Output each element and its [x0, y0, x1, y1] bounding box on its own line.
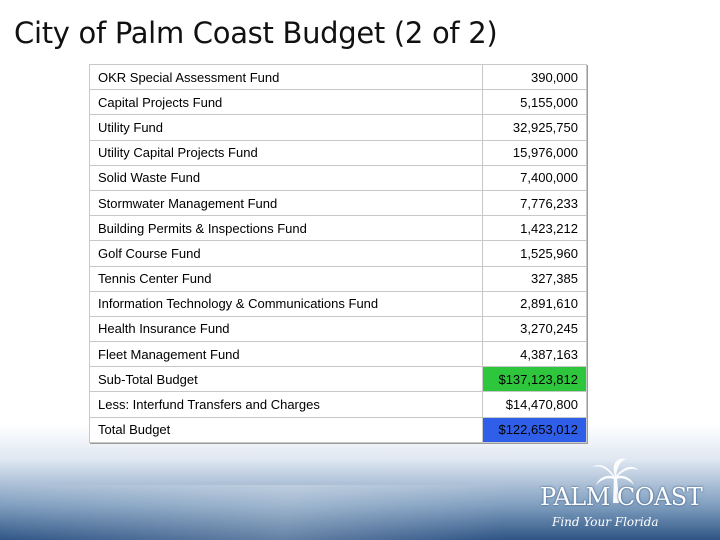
- fund-name: OKR Special Assessment Fund: [89, 63, 483, 91]
- logo-wordmark: PALM COAST: [540, 483, 703, 511]
- table-row: Building Permits & Inspections Fund 1,42…: [89, 215, 587, 242]
- fund-amount: 1,423,212: [482, 215, 587, 242]
- fund-amount: 32,925,750: [482, 114, 587, 141]
- transfers-row: Less: Interfund Transfers and Charges $1…: [89, 391, 587, 418]
- fund-name: Fleet Management Fund: [89, 341, 483, 368]
- table-row: Utility Capital Projects Fund 15,976,000: [89, 139, 587, 166]
- fund-name: Information Technology & Communications …: [89, 290, 483, 317]
- total-label: Total Budget: [89, 416, 483, 443]
- fund-name: Stormwater Management Fund: [89, 189, 483, 217]
- palm-coast-logo: PALM COAST Find Your Florida: [530, 455, 703, 535]
- table-row: Information Technology & Communications …: [89, 290, 587, 317]
- fund-amount: 1,525,960: [482, 240, 587, 267]
- fund-name: Tennis Center Fund: [89, 265, 483, 292]
- palm-tree-icon: [592, 458, 638, 503]
- fund-amount: 3,270,245: [482, 315, 587, 343]
- table-row: Stormwater Management Fund 7,776,233: [89, 189, 587, 217]
- table-row: Solid Waste Fund 7,400,000: [89, 164, 587, 191]
- table-row: Health Insurance Fund 3,270,245: [89, 315, 587, 343]
- fund-amount: 327,385: [482, 265, 587, 292]
- decorative-background-band: [0, 425, 720, 540]
- table-row: OKR Special Assessment Fund 390,000: [89, 63, 587, 91]
- total-row: Total Budget $122,653,012: [89, 416, 587, 443]
- table-row: Fleet Management Fund 4,387,163: [89, 341, 587, 368]
- page-title: City of Palm Coast Budget (2 of 2): [14, 16, 498, 50]
- fund-amount: 7,400,000: [482, 164, 587, 191]
- subtotal-row: Sub-Total Budget $137,123,812: [89, 366, 587, 393]
- fund-name: Utility Fund: [89, 114, 483, 141]
- fund-name: Building Permits & Inspections Fund: [89, 215, 483, 242]
- fund-amount: 4,387,163: [482, 341, 587, 368]
- fund-amount: 7,776,233: [482, 189, 587, 217]
- transfers-label: Less: Interfund Transfers and Charges: [89, 391, 483, 418]
- transfers-amount: $14,470,800: [482, 391, 587, 418]
- fund-amount: 390,000: [482, 63, 587, 91]
- table-row: Tennis Center Fund 327,385: [89, 265, 587, 292]
- total-amount: $122,653,012: [482, 416, 587, 443]
- subtotal-label: Sub-Total Budget: [89, 366, 483, 393]
- subtotal-amount: $137,123,812: [482, 366, 587, 393]
- fund-name: Solid Waste Fund: [89, 164, 483, 191]
- logo-tagline: Find Your Florida: [552, 515, 659, 529]
- fund-amount: 15,976,000: [482, 139, 587, 166]
- table-row: Utility Fund 32,925,750: [89, 114, 587, 141]
- table-row: Golf Course Fund 1,525,960: [89, 240, 587, 267]
- budget-table: OKR Special Assessment Fund 390,000 Capi…: [89, 63, 587, 443]
- fund-name: Capital Projects Fund: [89, 89, 483, 116]
- fund-name: Golf Course Fund: [89, 240, 483, 267]
- table-row: Capital Projects Fund 5,155,000: [89, 89, 587, 116]
- fund-name: Health Insurance Fund: [89, 315, 483, 343]
- fund-amount: 5,155,000: [482, 89, 587, 116]
- fund-amount: 2,891,610: [482, 290, 587, 317]
- fund-name: Utility Capital Projects Fund: [89, 139, 483, 166]
